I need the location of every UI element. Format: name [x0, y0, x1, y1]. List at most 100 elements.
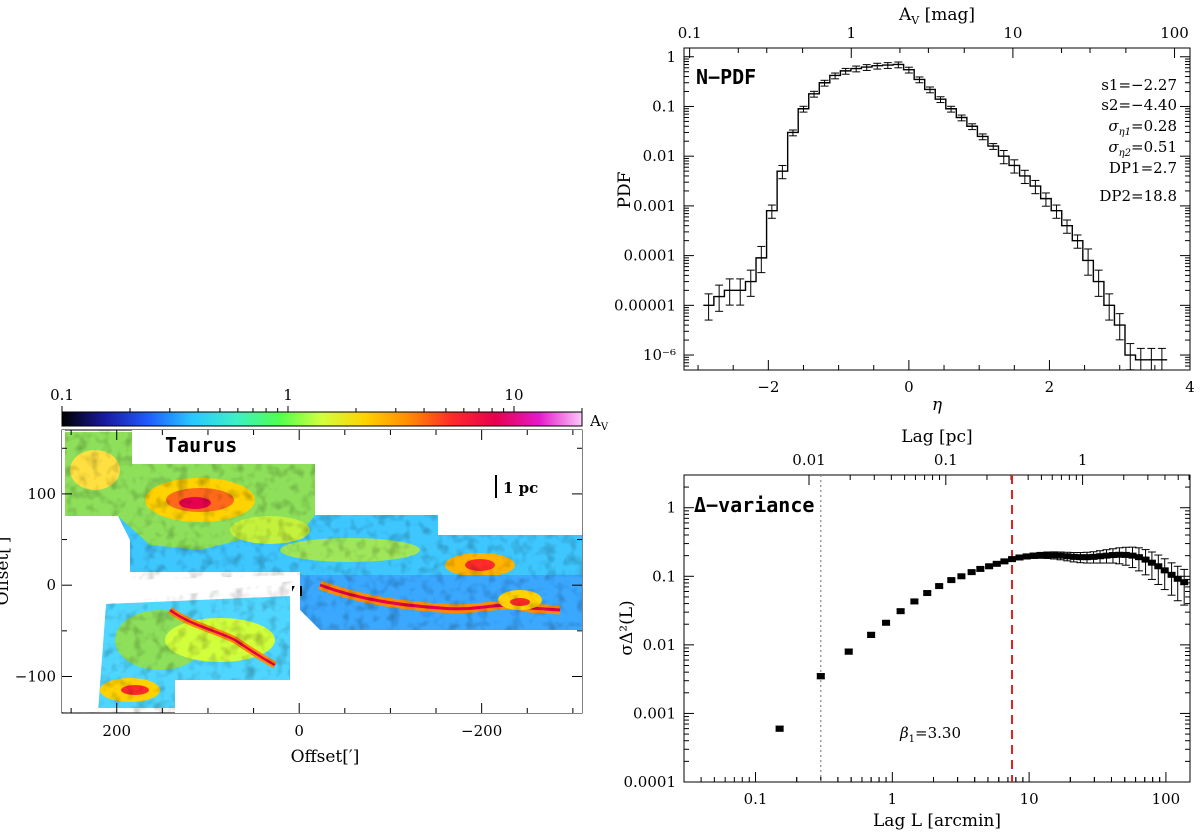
map-x-tick-label: −200 — [461, 722, 502, 740]
dvar-point — [1141, 556, 1150, 563]
dvar-point — [947, 577, 956, 584]
colorbar-ticks: 0.1 1 10 — [50, 386, 583, 412]
dvar-y-tick-label: 0.01 — [643, 636, 676, 654]
dvar-plot — [775, 475, 1189, 782]
dvar-point — [1083, 554, 1092, 561]
npdf-annotations: s1=−2.27 s2=−4.40 ση1=0.28 ση2=0.51 DP1=… — [1099, 76, 1177, 205]
npdf-x-tick-label: −2 — [757, 378, 779, 396]
dvar-frame — [683, 474, 1191, 783]
dvar-point — [1089, 553, 1098, 560]
dvar-annotation-beta: β1=3.30 — [899, 724, 961, 745]
dvar-point — [867, 631, 876, 638]
dvar-point — [882, 619, 891, 626]
dvar-point — [985, 563, 994, 570]
npdf-top-tick-label: 1 — [846, 24, 856, 42]
npdf-y-tick-label: 0.01 — [643, 147, 676, 165]
dvar-point — [1036, 552, 1045, 559]
dvar-point — [1167, 571, 1176, 578]
map-axes: 200 0 −200 100 0 −100 — [15, 430, 582, 740]
npdf-plot — [703, 61, 1168, 371]
dvar-point — [1147, 559, 1156, 566]
dvar-point — [1160, 567, 1169, 574]
map-x-axis-label: Offset[′] — [291, 747, 360, 767]
colorbar-tick-label: 1 — [283, 386, 293, 404]
dvar-point — [967, 569, 976, 576]
dvar-point — [844, 648, 853, 655]
dvar-y-tick-label: 0.1 — [652, 567, 676, 585]
dvar-point — [1049, 552, 1058, 559]
dvar-point — [1108, 552, 1117, 559]
dvar-point — [976, 565, 985, 572]
dvar-panel: 0.1 1 10 100 1 0.1 0.01 0.001 0.0001 0.01 0.1 1 Δ−v… — [617, 427, 1191, 831]
dvar-y-tick-label: 0.0001 — [624, 773, 677, 791]
dvar-point — [1056, 552, 1065, 559]
dvar-point — [1173, 575, 1182, 582]
dvar-point — [1000, 558, 1009, 565]
npdf-x-tick-label: 0 — [904, 378, 914, 396]
dvar-point — [1015, 554, 1024, 561]
map-x-tick-label: 200 — [102, 722, 131, 740]
annotation-sigma2: ση2=0.51 — [1108, 138, 1177, 159]
dvar-x-tick-label: 10 — [1020, 790, 1039, 808]
npdf-x-tick-label: 4 — [1185, 378, 1195, 396]
npdf-x-tick-label: 2 — [1045, 378, 1055, 396]
dvar-point — [1076, 554, 1085, 561]
annotation-sigma1: ση1=0.28 — [1108, 117, 1177, 138]
dvar-point — [935, 583, 944, 590]
dvar-top-tick-label: 0.1 — [934, 451, 958, 469]
dvar-point — [1069, 553, 1078, 560]
map-y-tick-label: 0 — [46, 576, 56, 594]
dvar-point — [775, 725, 784, 732]
npdf-top-tick-label: 10 — [1003, 24, 1022, 42]
dvar-point — [1029, 552, 1038, 559]
annotation-dp1: DP1=2.7 — [1109, 159, 1177, 177]
dvar-y-axis-label: σΔ²(L) — [617, 600, 637, 655]
dvar-point — [1128, 552, 1137, 559]
npdf-title: N−PDF — [696, 65, 756, 89]
dvar-point — [1154, 563, 1163, 570]
colorbar-tick-label: 0.1 — [50, 386, 74, 404]
dvar-x-axis-label: Lag L [arcmin] — [873, 811, 1001, 831]
annotation-s1: s1=−2.27 — [1101, 76, 1177, 94]
dvar-title: Δ−variance — [694, 493, 814, 517]
scale-bar-label: 1 pc — [503, 479, 538, 497]
dvar-top-tick-label: 0.01 — [792, 451, 825, 469]
map-x-tick-label: 0 — [294, 722, 304, 740]
dvar-x-tick-label: 1 — [888, 790, 898, 808]
npdf-frame — [683, 47, 1191, 371]
npdf-y-tick-label: 0.001 — [633, 197, 676, 215]
dvar-point — [896, 608, 905, 615]
npdf-top-tick-label: 0.1 — [678, 24, 702, 42]
dvar-point — [923, 590, 932, 597]
dvar-point — [957, 573, 966, 580]
dvar-point — [1121, 551, 1130, 558]
colorbar — [61, 411, 583, 427]
dvar-point — [1102, 552, 1111, 559]
dvar-point — [910, 598, 919, 605]
npdf-x-axis-label: η — [932, 395, 943, 415]
map-y-tick-label: −100 — [15, 667, 56, 685]
map-y-axis-label: Offset[′] — [0, 537, 13, 606]
dvar-x-tick-label: 100 — [1152, 790, 1181, 808]
npdf-y-tick-label: 0.0001 — [624, 247, 677, 265]
dvar-y-tick-label: 1 — [666, 499, 676, 517]
dvar-point — [1134, 554, 1143, 561]
scale-bar: 1 pc — [495, 475, 538, 498]
npdf-y-tick-label: 10⁻⁶ — [643, 346, 676, 364]
dvar-point — [992, 560, 1001, 567]
dvar-point — [1063, 553, 1072, 560]
annotation-dp2: DP2=18.8 — [1099, 187, 1177, 205]
dvar-point — [1043, 552, 1052, 559]
colorbar-tick-label: 10 — [504, 386, 523, 404]
map-image — [62, 430, 582, 713]
dvar-point — [1115, 551, 1124, 558]
npdf-top-axis-label: AV [mag] — [898, 5, 975, 27]
npdf-y-tick-label: 0.1 — [652, 97, 676, 115]
npdf-y-tick-label: 0.00001 — [614, 296, 676, 314]
npdf-y-tick-label: 1 — [666, 48, 676, 66]
map-y-tick-label: 100 — [27, 485, 56, 503]
dvar-x-tick-label: 0.1 — [744, 790, 768, 808]
npdf-y-axis-label: PDF — [615, 171, 635, 208]
